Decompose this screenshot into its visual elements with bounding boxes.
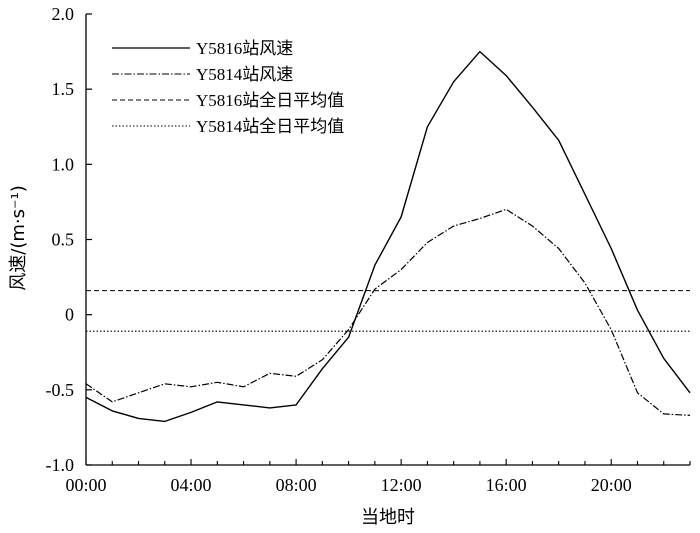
y-tick-label: -0.5 (46, 380, 75, 400)
y-tick-label: 2.0 (52, 4, 75, 24)
y-axis-label: 风速/(m·s⁻¹) (8, 185, 29, 290)
reference-lines (86, 290, 690, 332)
series-layer (85, 50, 691, 423)
series-line-y5814-speed (85, 208, 691, 416)
y-axis-ticks: 2.0 1.5 1.0 0.5 0 -0.5 -1.0 (46, 4, 92, 475)
x-tick-label: 08:00 (276, 475, 317, 495)
y-tick-label: 1.0 (52, 154, 75, 174)
x-axis-ticks: 00:00 04:00 08:00 12:00 16:00 20:00 (65, 459, 691, 495)
legend-label-y5816-mean: Y5816站全日平均值 (196, 91, 344, 110)
y-tick-label: 0.5 (52, 230, 75, 250)
y-tick-label: -1.0 (46, 455, 75, 475)
y-tick-label: 1.5 (52, 79, 75, 99)
x-tick-label: 00:00 (65, 475, 106, 495)
legend-label-y5814-mean: Y5814站全日平均值 (196, 117, 344, 136)
x-tick-label: 04:00 (171, 475, 212, 495)
legend-label-y5814-speed: Y5814站风速 (196, 65, 293, 84)
x-tick-label: 16:00 (486, 475, 527, 495)
axes (85, 14, 690, 466)
x-tick-label: 12:00 (381, 475, 422, 495)
y-tick-label: 0 (65, 305, 74, 325)
x-tick-label: 20:00 (591, 475, 632, 495)
legend-label-y5816-speed: Y5816站风速 (196, 39, 293, 58)
x-axis-label: 当地时 (361, 507, 415, 528)
legend: Y5816站风速 Y5814站风速 Y5816站全日平均值 Y5814站全日平均… (112, 39, 344, 136)
series-line-y5816-speed (85, 50, 691, 423)
